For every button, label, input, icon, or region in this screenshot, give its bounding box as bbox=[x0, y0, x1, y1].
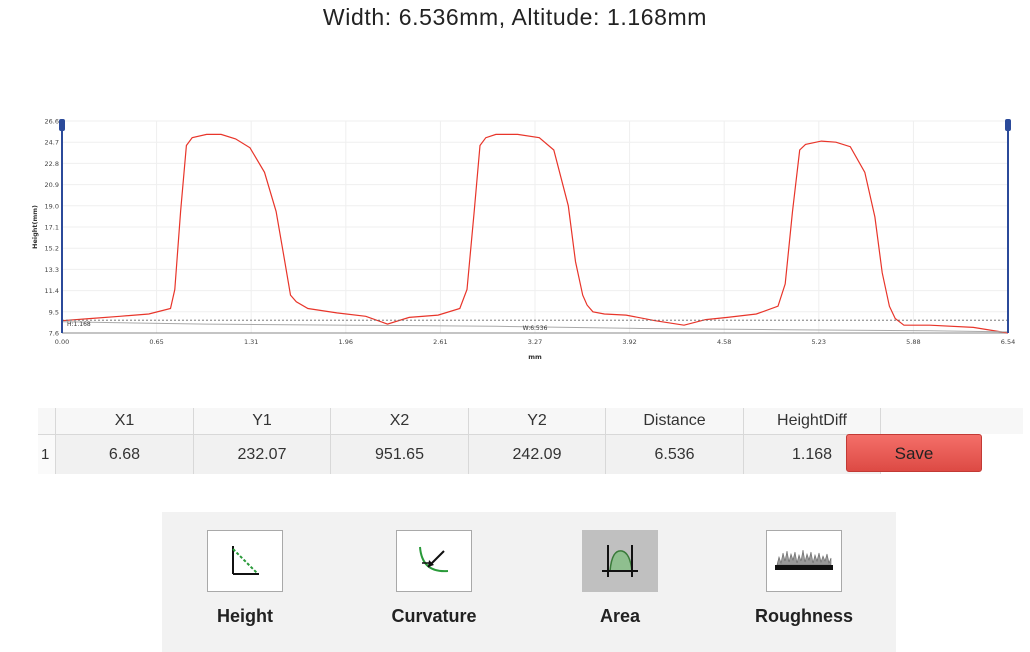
height-annotation: H:1.168 bbox=[67, 321, 91, 328]
area-tool-icon[interactable] bbox=[582, 530, 658, 592]
tool-area-label: Area bbox=[599, 606, 641, 626]
column-header-empty bbox=[881, 408, 1023, 434]
y-tick-label: 7.6 bbox=[49, 330, 59, 338]
y-tick-label: 20.9 bbox=[45, 181, 59, 189]
y-tick-label: 15.2 bbox=[45, 245, 59, 253]
tool-height-label: Height bbox=[217, 606, 273, 626]
curvature-tool-icon[interactable] bbox=[396, 530, 472, 592]
baseline-line bbox=[61, 321, 1009, 333]
x-tick-label: 0.00 bbox=[55, 338, 69, 346]
y-axis-label: Height(mm) bbox=[31, 205, 39, 249]
table-cell[interactable]: 951.65 bbox=[331, 434, 469, 474]
column-header[interactable]: Y2 bbox=[469, 408, 606, 434]
tool-bar: Height Curvature Area bbox=[162, 512, 896, 652]
tool-roughness-label: Roughness bbox=[754, 606, 853, 626]
save-button[interactable]: Save bbox=[846, 434, 982, 472]
right-cursor-handle[interactable] bbox=[1005, 119, 1011, 333]
measurement-table: X1 Y1 X2 Y2 Distance HeightDiff 1 6.68 232.07 951… bbox=[38, 408, 1023, 476]
tool-curvature-label: Curvature bbox=[391, 606, 477, 626]
tool-roughness[interactable]: Roughness bbox=[734, 530, 874, 627]
profile-line bbox=[61, 133, 1009, 334]
table-cell[interactable]: 6.536 bbox=[606, 434, 744, 474]
roughness-tool-icon[interactable] bbox=[766, 530, 842, 592]
row-number: 1 bbox=[38, 434, 56, 474]
y-tick-label: 13.3 bbox=[45, 266, 59, 274]
x-tick-label: 1.31 bbox=[244, 338, 258, 346]
x-tick-label: 6.54 bbox=[1001, 338, 1015, 346]
x-tick-label: 3.92 bbox=[622, 338, 636, 346]
x-tick-label: 5.23 bbox=[812, 338, 826, 346]
table-cell[interactable]: 232.07 bbox=[194, 434, 331, 474]
height-tool-icon[interactable] bbox=[207, 530, 283, 592]
left-cursor-handle[interactable] bbox=[59, 119, 65, 333]
x-tick-label: 3.27 bbox=[528, 338, 542, 346]
column-header[interactable]: Y1 bbox=[194, 408, 331, 434]
tool-height[interactable]: Height bbox=[175, 530, 315, 627]
table-cell[interactable]: 242.09 bbox=[469, 434, 606, 474]
page-title: Width: 6.536mm, Altitude: 1.168mm bbox=[322, 4, 708, 30]
column-header[interactable]: X1 bbox=[56, 408, 194, 434]
tool-curvature[interactable]: Curvature bbox=[364, 530, 504, 627]
x-axis-label: mm bbox=[528, 353, 542, 361]
y-tick-label: 26.6 bbox=[45, 118, 59, 126]
y-tick-label: 19.0 bbox=[45, 202, 59, 210]
column-header[interactable]: HeightDiff bbox=[744, 408, 881, 434]
column-header[interactable]: Distance bbox=[606, 408, 744, 434]
y-tick-label: 11.4 bbox=[45, 287, 59, 295]
tool-area[interactable]: Area bbox=[550, 530, 690, 627]
x-tick-label: 2.61 bbox=[433, 338, 447, 346]
x-tick-label: 4.58 bbox=[717, 338, 731, 346]
profile-chart[interactable]: 26.6 24.7 22.8 20.9 19.0 17.1 15.2 13.3 11.4 9.5 7… bbox=[28, 112, 1022, 364]
table-corner bbox=[38, 408, 56, 434]
x-tick-label: 0.65 bbox=[149, 338, 163, 346]
column-header[interactable]: X2 bbox=[331, 408, 469, 434]
y-tick-label: 24.7 bbox=[45, 139, 59, 147]
y-tick-label: 9.5 bbox=[49, 308, 59, 316]
x-tick-label: 1.96 bbox=[339, 338, 353, 346]
table-cell[interactable]: 6.68 bbox=[56, 434, 194, 474]
y-tick-label: 17.1 bbox=[45, 224, 59, 232]
width-annotation: W:6.536 bbox=[523, 325, 548, 332]
x-tick-label: 5.88 bbox=[906, 338, 920, 346]
y-tick-label: 22.8 bbox=[45, 160, 59, 168]
